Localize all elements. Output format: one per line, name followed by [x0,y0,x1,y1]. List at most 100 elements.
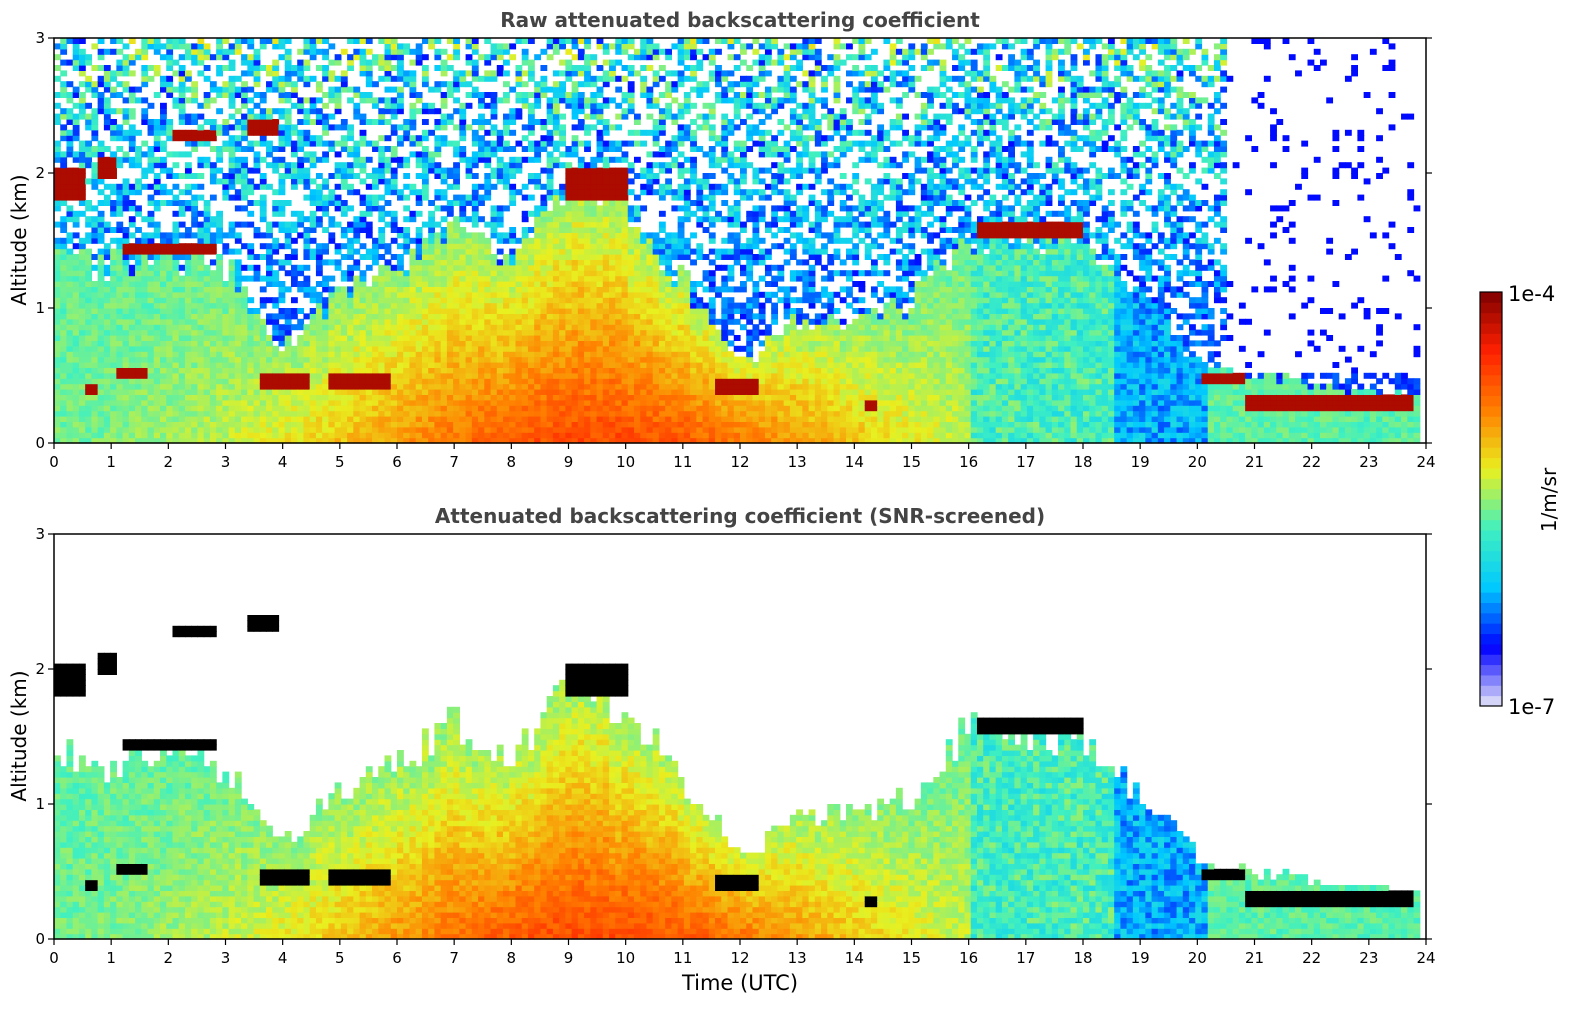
heatmap-cell [509,405,517,412]
heatmap-cell [478,264,485,271]
heatmap-cell [284,383,292,390]
heatmap-cell [359,129,367,136]
heatmap-cell [334,75,342,82]
heatmap-cell [509,308,517,314]
heatmap-cell [122,362,130,368]
heatmap-cell [552,108,560,115]
heatmap-cell [459,378,467,385]
heatmap-cell [241,329,248,336]
heatmap-cell [496,70,504,77]
heatmap-cell [559,340,566,347]
heatmap-cell [509,383,517,390]
heatmap-cell [546,270,554,277]
heatmap-cell [478,297,485,304]
heatmap-cell [297,119,305,125]
heatmap-cell [103,48,111,55]
heatmap-cell [434,329,442,336]
heatmap-cell [66,405,74,412]
heatmap-cell [54,324,61,331]
heatmap-cell [415,405,423,412]
heatmap-cell [191,92,199,98]
heatmap-cell [515,367,523,374]
heatmap-cell [228,345,236,352]
heatmap-cell [340,367,348,374]
heatmap-cell [453,340,460,347]
heatmap-cell [116,281,124,287]
heatmap-cell [397,313,404,320]
heatmap-cell [135,48,142,55]
heatmap-cell [97,216,105,223]
heatmap-cell [390,264,398,271]
heatmap-cell [209,437,217,444]
heatmap-cell [85,270,93,277]
heatmap-cell [241,124,248,131]
heatmap-cell [453,389,460,395]
heatmap-cell [453,54,460,61]
heatmap-cell [527,65,535,71]
heatmap-cell [415,367,423,374]
heatmap-cell [446,86,454,93]
heatmap-cell [290,324,298,331]
heatmap-cell [540,124,548,131]
heatmap-cell [584,70,591,77]
heatmap-cell [515,394,523,401]
heatmap-cell [184,189,192,196]
heatmap-cell [403,335,411,341]
heatmap-cell [359,351,367,358]
heatmap-cell [216,227,223,233]
heatmap-cell [72,86,80,93]
heatmap-cell [415,59,423,66]
heatmap-cell [465,340,473,347]
heatmap-cell [116,318,124,325]
heatmap-cell [527,59,535,66]
heatmap-cell [434,162,442,169]
heatmap-cell [527,329,535,336]
heatmap-cell [222,318,230,325]
heatmap-cell [178,205,186,212]
heatmap-cell [521,92,529,98]
heatmap-cell [428,216,436,223]
heatmap-cell [166,135,174,142]
heatmap-cell [403,135,411,142]
heatmap-cell [478,140,485,147]
heatmap-cell [421,221,429,228]
heatmap-cell [590,264,598,271]
heatmap-cell [191,254,199,260]
heatmap-cell [222,38,230,44]
heatmap-cell [421,426,429,433]
heatmap-cell [484,59,492,66]
heatmap-cell [552,97,560,104]
heatmap-cell [584,113,591,120]
heatmap-cell [178,38,186,44]
heatmap-cell [97,173,105,179]
heatmap-cell [153,92,161,98]
heatmap-cell [166,200,174,206]
heatmap-cell [66,362,74,368]
heatmap-cell [584,367,591,374]
heatmap-cell [403,119,411,125]
heatmap-cell [584,416,591,422]
heatmap-cell [85,281,93,287]
heatmap-cell [216,129,223,136]
heatmap-cell [141,81,149,88]
heatmap-cell [565,264,573,271]
heatmap-cell [440,259,448,266]
heatmap-cell [103,113,111,120]
heatmap-cell [103,119,111,125]
heatmap-cell [110,135,117,142]
heatmap-cell [509,378,517,385]
heatmap-cell [191,351,199,358]
heatmap-cell [184,318,192,325]
heatmap-cell [315,362,323,368]
heatmap-cell [234,372,242,379]
heatmap-cell [397,97,404,104]
heatmap-cell [303,416,311,422]
heatmap-cell [328,124,336,131]
heatmap-cell [571,113,579,120]
heatmap-cell [303,173,311,179]
heatmap-cell [153,48,161,55]
heatmap-cell [590,416,598,422]
heatmap-cell [228,146,236,152]
heatmap-cell [78,183,86,190]
heatmap-cell [66,189,74,196]
